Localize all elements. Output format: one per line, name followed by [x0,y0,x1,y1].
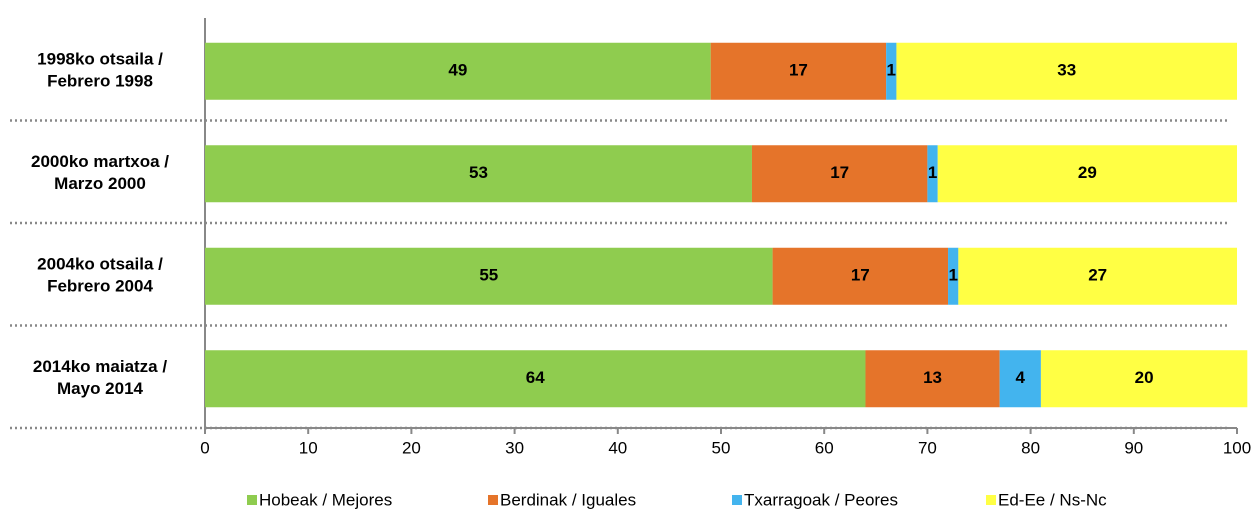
x-tick-label: 40 [608,438,627,457]
bar-segment [958,247,1237,305]
data-label: 13 [923,368,942,387]
bar-segment [886,42,897,100]
bar-segment [948,247,959,305]
x-tick-label: 50 [712,438,731,457]
data-label: 17 [789,61,808,80]
data-label: 1 [928,163,937,182]
bar-segment [937,145,1237,203]
legend-swatch [986,495,996,505]
data-label: 64 [526,368,545,387]
x-tick-label: 10 [299,438,318,457]
legend-label: Ed-Ee / Ns-Nc [998,490,1107,509]
x-tick-label: 0 [200,438,209,457]
category-label: 2000ko martxoa / [31,152,169,171]
bar-segment [999,350,1041,408]
bar-segment [710,42,887,100]
x-tick-label: 70 [918,438,937,457]
bar-segment [927,145,938,203]
legend-label: Hobeak / Mejores [259,490,392,509]
data-label: 53 [469,163,488,182]
data-label: 20 [1135,368,1154,387]
category-label: 2014ko maiatza / [33,357,167,376]
data-label: 27 [1088,266,1107,285]
bar-segment [772,247,949,305]
bar-segment [751,145,928,203]
x-tick-label: 20 [402,438,421,457]
x-tick-label: 90 [1124,438,1143,457]
category-label: Febrero 1998 [47,72,153,91]
bar-segment [896,42,1237,100]
x-tick-label: 80 [1021,438,1040,457]
bar-segment [865,350,1000,408]
bar-segment [205,350,866,408]
data-label: 4 [1016,368,1026,387]
category-label: Mayo 2014 [57,379,144,398]
category-label: 2004ko otsaila / [37,255,163,274]
data-label: 55 [479,266,498,285]
data-label: 33 [1057,61,1076,80]
data-label: 17 [830,163,849,182]
data-label: 17 [851,266,870,285]
data-label: 1 [887,61,896,80]
x-tick-label: 100 [1223,438,1251,457]
legend-swatch [732,495,742,505]
category-label: Febrero 2004 [47,277,153,296]
bar-segment [205,145,752,203]
legend-label: Berdinak / Iguales [500,490,636,509]
x-tick-label: 60 [815,438,834,457]
legend-swatch [247,495,257,505]
data-label: 49 [448,61,467,80]
data-label: 29 [1078,163,1097,182]
bar-segment [1040,350,1248,408]
bar-segment [205,42,711,100]
legend-label: Txarragoak / Peores [744,490,898,509]
category-label: Marzo 2000 [54,174,146,193]
legend-swatch [488,495,498,505]
data-label: 1 [948,266,957,285]
bar-segment [205,247,773,305]
category-label: 1998ko otsaila / [37,50,163,69]
x-tick-label: 30 [505,438,524,457]
